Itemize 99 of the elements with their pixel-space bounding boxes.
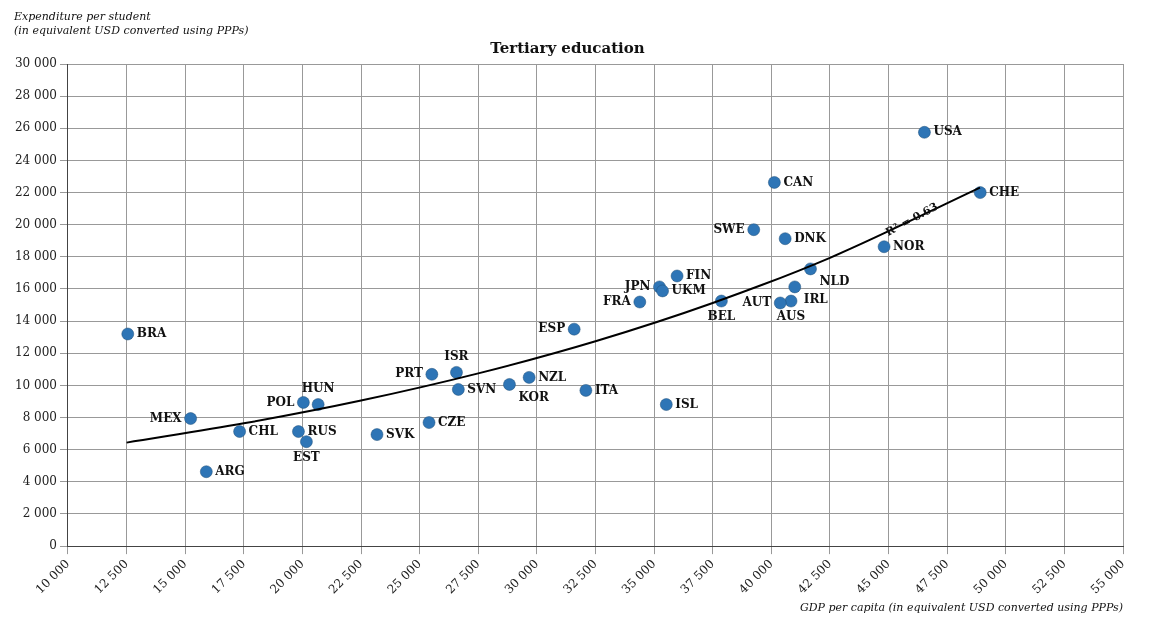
point	[200, 465, 213, 478]
data-label: PRT	[395, 366, 423, 381]
point	[918, 126, 931, 139]
point	[121, 327, 135, 341]
y-tick-label: 0	[49, 538, 57, 553]
data-label: FRA	[603, 294, 632, 309]
x-tick-label: 30 000	[501, 556, 542, 597]
x-tick-label: 12 500	[91, 556, 131, 597]
data-label: ITA	[594, 382, 619, 397]
data-label: KOR	[518, 389, 551, 404]
data-label: CAN	[783, 174, 814, 189]
data-label: HUN	[301, 380, 335, 395]
data-label: UKM	[671, 283, 706, 298]
data-label: MEX	[149, 410, 183, 425]
y-tick-label: 2 000	[22, 506, 57, 521]
x-tick-label: 22 500	[325, 556, 366, 597]
y-tick-label: 14 000	[14, 313, 57, 328]
point	[784, 294, 798, 308]
data-label: AUS	[775, 309, 806, 324]
x-tick-label: 50 000	[970, 556, 1011, 597]
x-tick-label: 17 500	[208, 556, 249, 597]
point	[788, 280, 802, 294]
y-tick-label: 26 000	[14, 120, 57, 135]
point	[522, 371, 536, 384]
point	[773, 296, 787, 310]
data-label: SVN	[467, 381, 497, 396]
point	[747, 223, 760, 236]
y-tick-label: 18 000	[14, 248, 57, 263]
data-label: POL	[266, 394, 295, 409]
data-label: ISL	[675, 396, 699, 411]
point	[656, 284, 669, 298]
data-label: RUS	[307, 423, 337, 438]
data-label: SVK	[385, 426, 415, 441]
y-tick-label: 8 000	[22, 409, 57, 424]
y-tick-label: 6 000	[22, 441, 57, 456]
point	[292, 425, 305, 438]
data-label: ARG	[214, 463, 245, 478]
point	[233, 425, 246, 438]
x-tick-label: 45 000	[853, 556, 893, 597]
y-tick-label: 10 000	[14, 377, 57, 392]
point	[184, 412, 197, 425]
data-label: BEL	[707, 309, 736, 324]
x-tick-label: 37 500	[677, 556, 718, 597]
data-label: ISR	[444, 348, 470, 363]
x-tick-label: 40 000	[736, 556, 776, 597]
data-label: SWE	[713, 221, 745, 236]
point	[370, 428, 384, 441]
x-tick-label: 20 000	[267, 556, 307, 597]
data-label: NOR	[893, 238, 926, 253]
point	[768, 176, 781, 189]
y-tick-label: 4 000	[22, 473, 57, 488]
data-label: EST	[293, 449, 320, 464]
point	[452, 383, 465, 396]
data-label: DNK	[794, 230, 827, 245]
point	[297, 396, 310, 409]
x-tick-label: 47 500	[911, 556, 952, 597]
x-tick-label: 35 000	[618, 556, 659, 597]
y-tick-label: 16 000	[14, 281, 57, 296]
data-label: BRA	[136, 326, 167, 341]
data-label: IRL	[803, 292, 829, 307]
x-axis-title: GDP per capita (in equivalent USD converted using PPPs)	[799, 601, 1123, 615]
x-tick-label: 15 000	[149, 556, 190, 597]
x-tick-label: 42 500	[794, 556, 835, 597]
data-label: CHL	[248, 423, 279, 438]
point	[567, 322, 581, 336]
x-tick-label: 32 500	[560, 556, 600, 597]
data-label: ESP	[538, 321, 566, 336]
point	[877, 240, 891, 253]
data-label: CZE	[438, 414, 466, 429]
data-label: NZL	[538, 369, 567, 384]
y-tick-label: 22 000	[14, 184, 57, 199]
x-tick-label: 27 500	[443, 556, 483, 597]
x-tick-label: 52 500	[1029, 556, 1069, 597]
point	[670, 269, 684, 283]
point	[503, 378, 516, 391]
x-tick-label: 55 000	[1087, 556, 1128, 597]
point	[660, 398, 673, 411]
data-label: USA	[933, 124, 963, 139]
data-label: AUT	[741, 295, 772, 310]
data-label: NLD	[819, 274, 850, 289]
point	[973, 186, 987, 199]
x-tick-label: 25 000	[384, 556, 424, 597]
point	[579, 384, 593, 397]
data-label: JPN	[623, 279, 651, 294]
y-tick-label: 24 000	[14, 152, 57, 167]
y-tick-label: 30 000	[14, 56, 57, 71]
point	[778, 232, 792, 245]
point	[450, 366, 463, 379]
point	[425, 368, 439, 381]
data-label: FIN	[686, 268, 712, 283]
point	[422, 416, 436, 429]
y-tick-label: 28 000	[14, 88, 57, 103]
point	[633, 295, 647, 309]
y-tick-label: 20 000	[14, 216, 57, 231]
y-tick-label: 12 000	[14, 345, 57, 360]
data-label: CHE	[989, 184, 1020, 199]
point	[300, 435, 313, 448]
y-axis-title: Expenditure per student (in equivalent USD converted using PPPs)	[13, 10, 249, 38]
chart-title: Tertiary education	[490, 38, 645, 57]
